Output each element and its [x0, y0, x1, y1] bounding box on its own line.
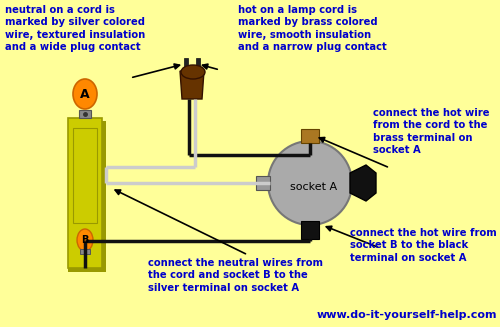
Bar — [196, 58, 200, 71]
Polygon shape — [180, 71, 204, 99]
Text: hot on a lamp cord is
marked by brass colored
wire, smooth insulation
and a narr: hot on a lamp cord is marked by brass co… — [238, 5, 387, 52]
Ellipse shape — [268, 141, 352, 225]
Ellipse shape — [73, 79, 97, 109]
Bar — [79, 110, 91, 118]
Bar — [256, 176, 270, 190]
Text: A: A — [80, 88, 90, 100]
Bar — [301, 129, 319, 143]
Text: www.do-it-yourself-help.com: www.do-it-yourself-help.com — [316, 310, 497, 320]
Text: socket A: socket A — [290, 182, 338, 192]
Text: connect the hot wire
from the cord to the
brass terminal on
socket A: connect the hot wire from the cord to th… — [373, 108, 490, 155]
Text: connect the hot wire from
socket B to the black
terminal on socket A: connect the hot wire from socket B to th… — [350, 228, 497, 263]
Text: B: B — [82, 235, 88, 245]
Bar — [68, 268, 106, 272]
Bar — [73, 128, 97, 223]
Bar — [68, 118, 102, 268]
Polygon shape — [350, 165, 376, 201]
Bar — [102, 121, 106, 268]
Ellipse shape — [181, 65, 205, 79]
Bar — [80, 249, 90, 254]
Text: connect the neutral wires from
the cord and socket B to the
silver terminal on s: connect the neutral wires from the cord … — [148, 258, 323, 293]
Bar — [301, 221, 319, 239]
Ellipse shape — [77, 229, 93, 251]
Bar — [184, 58, 188, 71]
Text: neutral on a cord is
marked by silver colored
wire, textured insulation
and a wi: neutral on a cord is marked by silver co… — [5, 5, 145, 52]
